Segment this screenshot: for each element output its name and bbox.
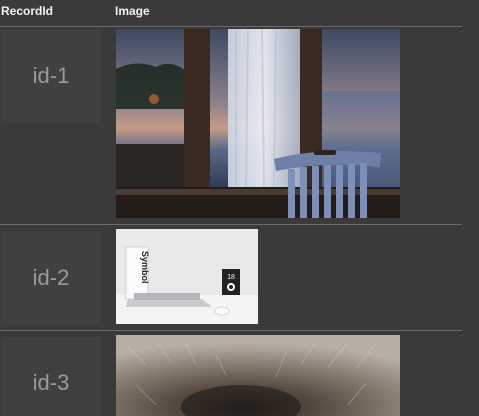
symbol-book-label: Symbol [140,251,150,284]
table-row[interactable]: id-3 [0,331,462,416]
grid-header: RecordId Image [0,0,462,27]
window-chair-image [116,29,400,218]
table-row[interactable]: id-2 Symbol 18 [0,225,462,331]
animal-fur-photo[interactable] [116,335,400,416]
table-row[interactable]: id-1 [0,27,462,225]
record-id-cell: id-3 [1,337,101,416]
desk-laptop-photo[interactable]: Symbol 18 [116,229,258,324]
desk-laptop-image: Symbol 18 [116,229,258,324]
column-header-recordid[interactable]: RecordId [1,4,54,18]
box-number-label: 18 [227,274,235,281]
record-id-label: id-2 [32,265,70,290]
record-id-cell: id-2 [1,231,101,325]
record-id-label: id-3 [32,369,70,395]
animal-fur-image [116,335,400,416]
record-id-label: id-1 [32,63,70,88]
record-id-cell: id-1 [1,29,101,123]
column-header-image[interactable]: Image [115,4,150,18]
window-chair-photo[interactable] [116,29,400,218]
